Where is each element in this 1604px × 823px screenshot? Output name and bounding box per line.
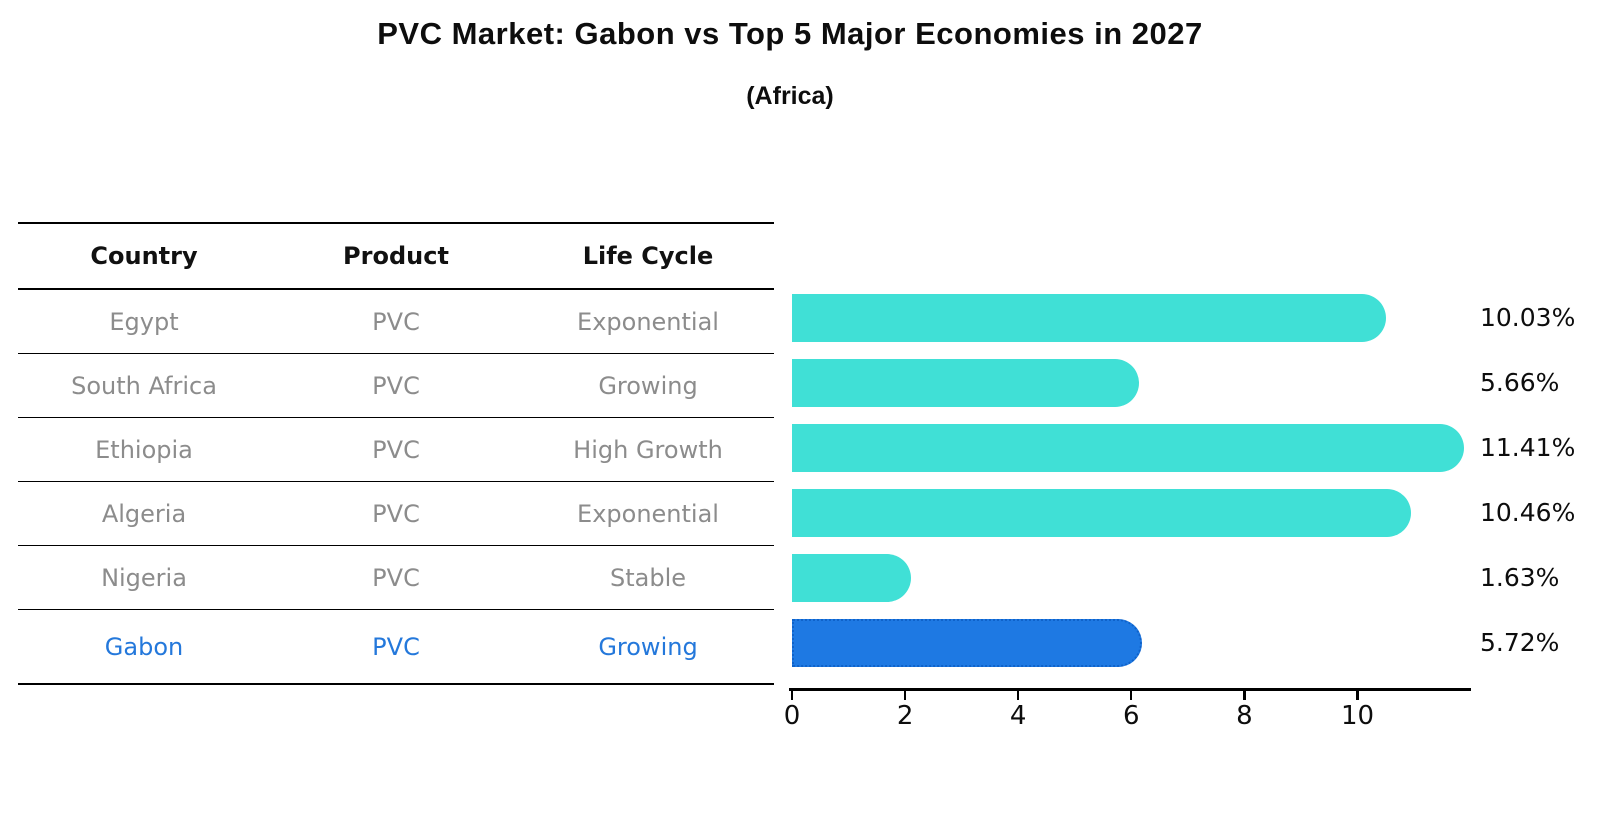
table-cell-product: PVC (372, 435, 420, 464)
table-cell-country: Nigeria (101, 563, 187, 592)
table-body: Egypt PVC Exponential South Africa PVC G… (18, 290, 774, 685)
bar (792, 424, 1464, 472)
bar-value-label: 11.41% (1480, 433, 1576, 462)
table-cell-product: PVC (372, 632, 420, 661)
bar (792, 359, 1139, 407)
chart-title: PVC Market: Gabon vs Top 5 Major Economi… (377, 16, 1203, 51)
bar (792, 554, 911, 602)
table-cell-country: Gabon (104, 632, 184, 661)
x-axis-tick-label: 10 (1340, 701, 1375, 731)
bar-value-label: 10.46% (1480, 498, 1576, 527)
bar (792, 489, 1411, 537)
x-axis-tick-label: 6 (1123, 701, 1140, 731)
table-cell-lifecycle: High Growth (573, 435, 723, 464)
table-row: Algeria PVC Exponential (18, 482, 774, 546)
bar-value-label: 5.72% (1480, 628, 1560, 657)
table-cell-country: Egypt (109, 307, 179, 336)
table-cell-product: PVC (372, 307, 420, 336)
x-axis-tick-mark (1356, 691, 1359, 700)
table-cell-product: PVC (372, 563, 420, 592)
table-row: Gabon PVC Growing (18, 610, 774, 685)
x-axis-tick-label: 0 (783, 701, 801, 731)
x-axis-tick-label: 2 (896, 701, 914, 731)
table-header-row: Country Product Life Cycle (18, 224, 774, 290)
column-header-product: Product (343, 242, 449, 270)
table-cell-lifecycle: Growing (598, 632, 698, 661)
column-header-country: Country (90, 242, 198, 270)
table-cell-country: Algeria (101, 499, 187, 528)
table-row: Nigeria PVC Stable (18, 546, 774, 610)
bar-value-label: 1.63% (1480, 563, 1560, 592)
table-cell-lifecycle: Exponential (577, 307, 719, 336)
x-axis-tick-mark (1130, 691, 1133, 700)
chart-subtitle: (Africa) (746, 82, 834, 110)
bar-value-label: 10.03% (1480, 303, 1576, 332)
bar (792, 294, 1386, 342)
table-cell-product: PVC (372, 499, 420, 528)
x-axis-tick-mark (903, 691, 907, 700)
x-axis-tick-label: 4 (1009, 701, 1027, 731)
x-axis-tick-mark (1243, 691, 1246, 700)
bar-value-label: 5.66% (1480, 368, 1560, 397)
table-row: Egypt PVC Exponential (18, 290, 774, 354)
x-axis-tick-label: 8 (1236, 701, 1253, 731)
bar-highlight (792, 619, 1142, 667)
table-cell-country: Ethiopia (95, 435, 193, 464)
table-row: Ethiopia PVC High Growth (18, 418, 774, 482)
table-cell-lifecycle: Growing (598, 371, 698, 400)
table-cell-lifecycle: Stable (609, 563, 687, 592)
country-table: Country Product Life Cycle Egypt PVC Exp… (18, 222, 774, 685)
x-axis-tick-mark (1017, 691, 1020, 700)
x-axis-tick-mark (790, 691, 794, 700)
column-header-lifecycle: Life Cycle (582, 242, 714, 270)
table-cell-country: South Africa (71, 371, 217, 400)
table-cell-product: PVC (372, 371, 420, 400)
x-axis-line (789, 688, 1471, 691)
table-row: South Africa PVC Growing (18, 354, 774, 418)
table-cell-lifecycle: Exponential (577, 499, 719, 528)
